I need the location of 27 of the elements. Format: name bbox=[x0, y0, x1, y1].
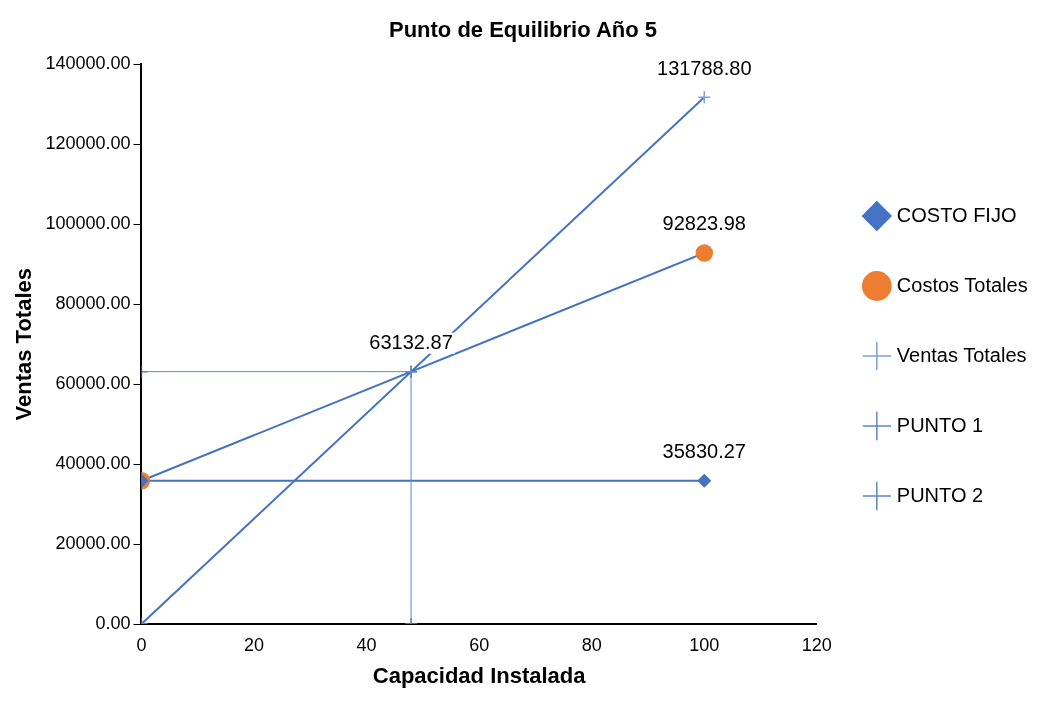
legend-label: PUNTO 2 bbox=[896, 483, 984, 506]
y-tick-label: 140000.00 bbox=[45, 53, 131, 74]
data-label: 131788.80 bbox=[657, 56, 752, 79]
legend-label: Ventas Totales bbox=[896, 343, 1027, 366]
data-label: 35830.27 bbox=[662, 440, 746, 463]
y-tick-label: 0.00 bbox=[95, 612, 131, 633]
legend-label: COSTO FIJO bbox=[896, 203, 1017, 226]
x-tick-label: 120 bbox=[801, 634, 832, 655]
chart-title: Punto de Equilibrio Año 5 bbox=[388, 17, 658, 43]
x-tick-label: 40 bbox=[356, 634, 377, 655]
y-tick-label: 100000.00 bbox=[45, 213, 131, 234]
legend-label: PUNTO 1 bbox=[896, 413, 984, 436]
data-label: 92823.98 bbox=[662, 212, 746, 235]
x-axis-title: Capacidad Instalada bbox=[372, 662, 587, 688]
x-tick-label: 100 bbox=[689, 634, 720, 655]
x-tick-label: 60 bbox=[469, 634, 490, 655]
data-label: 63132.87 bbox=[369, 331, 453, 354]
y-tick-label: 120000.00 bbox=[45, 133, 131, 154]
y-tick-label: 80000.00 bbox=[55, 293, 131, 314]
y-axis-title: Ventas Totales bbox=[11, 267, 37, 421]
y-tick-label: 40000.00 bbox=[55, 453, 131, 474]
y-tick-label: 20000.00 bbox=[55, 533, 131, 554]
x-tick-label: 20 bbox=[244, 634, 265, 655]
x-tick-label: 0 bbox=[136, 634, 147, 655]
x-tick-label: 80 bbox=[581, 634, 602, 655]
y-tick-label: 60000.00 bbox=[55, 373, 131, 394]
legend-label: Costos Totales bbox=[896, 273, 1028, 296]
